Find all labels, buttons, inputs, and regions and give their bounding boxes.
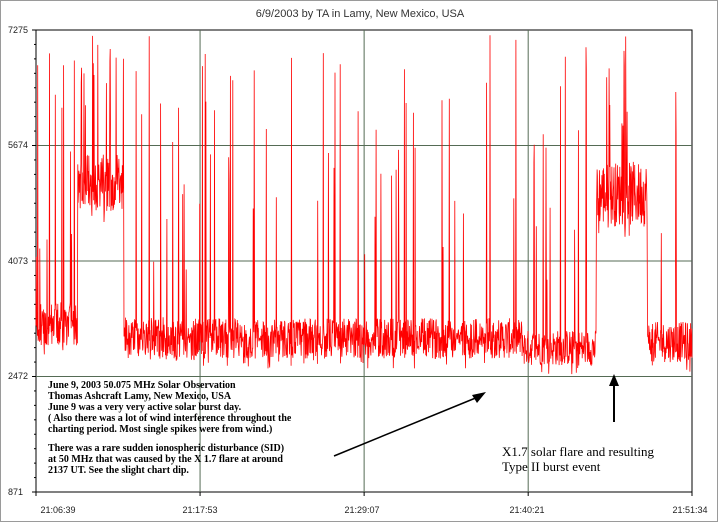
x-tick-label: 21:29:07 — [344, 505, 380, 515]
note-line: 2137 UT. See the slight chart dip. — [48, 465, 189, 476]
minor-ticks — [32, 29, 36, 493]
flare-arrow-head — [609, 374, 619, 386]
sid-arrow-head — [472, 392, 486, 403]
note-line: ( Also there was a lot of wind interfere… — [48, 413, 292, 424]
y-tick-label: 2472 — [8, 371, 29, 381]
annotation-arrows — [333, 374, 619, 457]
note-line: charting period. Most single spikes were… — [48, 424, 273, 435]
note-line: at 50 MHz that was caused by the X 1.7 f… — [48, 454, 283, 465]
note-line: June 9 was a very very active solar burs… — [48, 402, 242, 413]
y-tick-label: 871 — [8, 487, 24, 497]
flare-annotation: X1.7 solar flare and resulting Type II b… — [502, 444, 654, 474]
note-line: June 9, 2003 50.075 MHz Solar Observatio… — [48, 380, 236, 391]
chart-title: 6/9/2003 by TA in Lamy, New Mexico, USA — [255, 8, 465, 20]
note-line: Thomas Ashcraft Lamy, New Mexico, USA — [48, 391, 232, 402]
observation-note: June 9, 2003 50.075 MHz Solar Observatio… — [48, 380, 348, 476]
signal-series — [35, 35, 693, 375]
x-tick-label: 21:51:34 — [672, 505, 708, 515]
flare-label-line: Type II burst event — [502, 459, 601, 474]
x-tick-label: 21:17:53 — [182, 505, 218, 515]
y-tick-label: 4073 — [8, 256, 29, 266]
y-tick-label: 7275 — [8, 25, 29, 35]
y-tick-label: 5674 — [8, 140, 29, 150]
flare-label-line: X1.7 solar flare and resulting — [502, 444, 654, 459]
note-line: There was a rare sudden ionospheric dist… — [48, 443, 285, 454]
signal-trace — [35, 35, 693, 375]
x-tick-label: 21:40:21 — [509, 505, 545, 515]
x-tick-label: 21:06:39 — [40, 505, 76, 515]
note-spacer — [48, 435, 348, 443]
sid-arrow-line — [333, 396, 479, 457]
